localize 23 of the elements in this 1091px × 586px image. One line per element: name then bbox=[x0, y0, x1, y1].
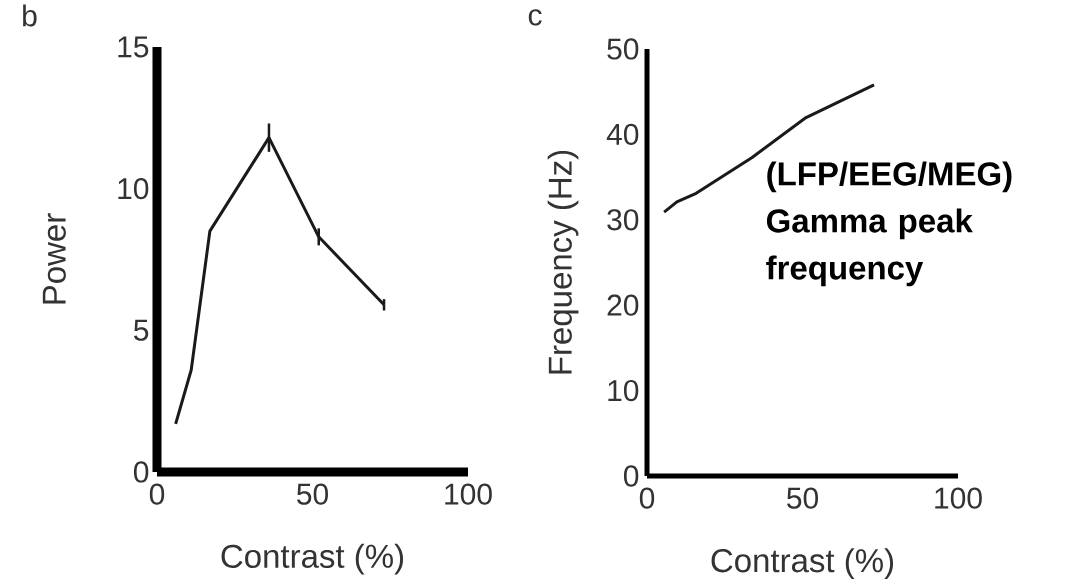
y-tick-label: 0 bbox=[623, 465, 639, 487]
y-tick-label: 10 bbox=[608, 379, 639, 402]
y-axis-title: Frequency (Hz) bbox=[547, 150, 579, 374]
x-tick-label: 0 bbox=[639, 487, 655, 509]
y-tick-label: 0 bbox=[133, 461, 149, 483]
x-tick-label: 0 bbox=[149, 483, 165, 505]
x-tick-label: 50 bbox=[787, 487, 819, 509]
y-tick-label: 50 bbox=[607, 38, 639, 60]
chart-title: b bbox=[23, 4, 37, 27]
y-tick-label: 40 bbox=[606, 123, 639, 146]
x-tick-label: 50 bbox=[297, 483, 329, 505]
chart-title: c bbox=[528, 9, 542, 26]
y-tick-label: 5 bbox=[133, 319, 149, 341]
y-axis-title: Power bbox=[42, 213, 66, 304]
y-tick-label: 15 bbox=[118, 36, 149, 58]
x-axis-title: Contrast (%) bbox=[221, 543, 404, 575]
y-tick-label: 10 bbox=[118, 178, 149, 200]
y-tick-label: 30 bbox=[607, 209, 639, 231]
annotation: (LFP/EEG/MEG) Gamma peak frequency bbox=[766, 161, 1012, 287]
x-tick-label: 100 bbox=[935, 487, 982, 509]
x-axis-title: Contrast (%) bbox=[711, 548, 894, 579]
x-tick-label: 100 bbox=[445, 483, 492, 505]
y-tick-label: 20 bbox=[607, 294, 639, 316]
